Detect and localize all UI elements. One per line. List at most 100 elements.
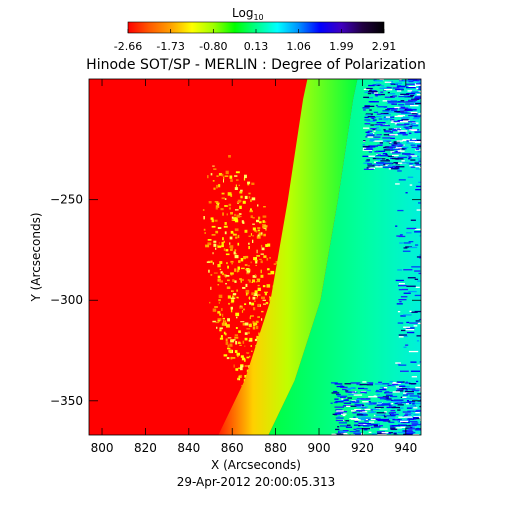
- noise-pixel: [346, 405, 357, 407]
- noise-pixel: [420, 123, 421, 125]
- speckle: [242, 200, 246, 204]
- speckle: [220, 208, 224, 211]
- noise-pixel: [341, 398, 344, 400]
- noise-pixel: [408, 424, 417, 427]
- noise-pixel: [356, 383, 359, 385]
- noise-pixel: [372, 417, 381, 420]
- noise-pixel: [376, 412, 386, 414]
- noise-pixel: [400, 106, 406, 108]
- speckle: [227, 318, 230, 322]
- noise-pixel: [389, 102, 392, 105]
- speckle: [240, 258, 244, 262]
- noise-pixel: [397, 156, 408, 159]
- noise-pixel: [367, 136, 374, 138]
- noise-pixel: [416, 335, 421, 337]
- x-tick-label: 820: [134, 441, 157, 455]
- speckle: [226, 357, 230, 360]
- noise-pixel: [340, 386, 348, 388]
- noise-pixel: [410, 105, 419, 107]
- noise-pixel: [354, 409, 362, 411]
- noise-pixel: [360, 398, 371, 400]
- speckle: [242, 322, 246, 326]
- noise-pixel: [409, 141, 419, 143]
- speckle: [247, 279, 250, 281]
- speckle: [261, 232, 263, 235]
- noise-pixel: [400, 384, 405, 387]
- noise-pixel: [397, 424, 407, 426]
- noise-pixel: [349, 401, 356, 403]
- speckle: [219, 327, 223, 330]
- noise-pixel: [416, 88, 419, 90]
- noise-pixel: [416, 94, 421, 96]
- noise-pixel: [403, 346, 407, 348]
- noise-pixel: [415, 168, 421, 170]
- noise-pixel: [337, 415, 340, 418]
- noise-pixel: [420, 419, 421, 421]
- noise-pixel: [392, 391, 400, 393]
- noise-pixel: [397, 209, 404, 212]
- noise-pixel: [408, 246, 418, 249]
- noise-pixel: [337, 426, 340, 428]
- speckle: [230, 230, 234, 234]
- noise-pixel: [373, 425, 378, 427]
- speckle: [217, 203, 219, 207]
- noise-pixel: [419, 167, 421, 169]
- noise-pixel: [408, 80, 414, 83]
- speckle: [240, 189, 243, 192]
- speckle: [224, 322, 227, 326]
- noise-pixel: [365, 160, 370, 162]
- speckle: [252, 275, 257, 278]
- speckle: [248, 297, 251, 299]
- noise-pixel: [381, 404, 391, 406]
- noise-pixel: [418, 272, 421, 275]
- noise-pixel: [403, 269, 413, 271]
- speckle: [217, 245, 222, 248]
- noise-pixel: [385, 397, 389, 399]
- noise-pixel: [341, 413, 347, 415]
- speckle: [261, 296, 265, 300]
- chart-title: Hinode SOT/SP - MERLIN : Degree of Polar…: [86, 57, 426, 73]
- noise-pixel: [366, 87, 373, 90]
- speckle: [221, 173, 224, 177]
- speckle: [273, 263, 276, 265]
- speckle: [251, 281, 253, 283]
- speckle: [218, 173, 222, 176]
- noise-pixel: [364, 408, 371, 411]
- noise-pixel: [386, 415, 396, 417]
- speckle: [247, 331, 250, 334]
- x-tick-label: 860: [221, 441, 244, 455]
- speckle: [225, 170, 229, 175]
- noise-pixel: [406, 400, 409, 402]
- noise-pixel: [393, 120, 400, 123]
- noise-pixel: [404, 431, 414, 433]
- noise-pixel: [383, 119, 388, 121]
- noise-pixel: [416, 140, 421, 143]
- noise-pixel: [355, 430, 360, 432]
- noise-pixel: [417, 88, 421, 90]
- noise-pixel: [346, 424, 351, 426]
- speckle: [225, 275, 230, 277]
- speckle: [212, 252, 214, 255]
- noise-pixel: [335, 413, 341, 415]
- speckle: [220, 271, 223, 274]
- noise-pixel: [364, 418, 374, 421]
- x-tick-label: 900: [308, 441, 331, 455]
- noise-pixel: [420, 420, 421, 422]
- speckle: [231, 290, 234, 293]
- speckle: [236, 289, 238, 292]
- noise-pixel: [395, 111, 402, 113]
- noise-pixel: [384, 89, 393, 91]
- noise-pixel: [389, 141, 392, 144]
- noise-pixel: [389, 395, 398, 398]
- noise-pixel: [385, 146, 389, 148]
- noise-pixel: [401, 119, 409, 121]
- noise-pixel: [395, 183, 400, 185]
- speckle: [237, 242, 240, 246]
- speckle: [208, 201, 211, 203]
- speckle: [235, 236, 238, 239]
- noise-pixel: [403, 314, 412, 316]
- noise-pixel: [405, 381, 408, 383]
- speckle: [246, 272, 250, 275]
- noise-pixel: [401, 112, 411, 114]
- noise-pixel: [376, 162, 384, 164]
